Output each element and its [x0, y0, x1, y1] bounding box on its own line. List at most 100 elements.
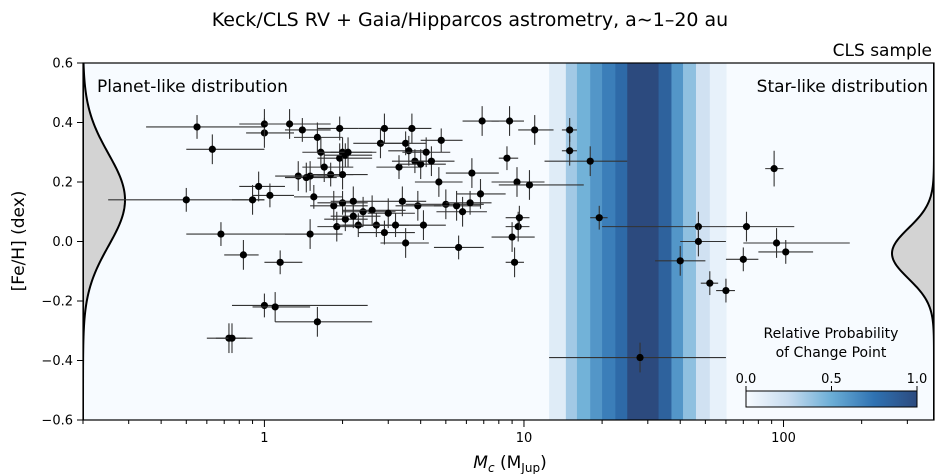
- data-point: [758, 240, 814, 264]
- y-tick-label: −0.4: [41, 354, 73, 369]
- point-marker: [437, 136, 445, 144]
- point-marker: [566, 147, 574, 155]
- point-marker: [398, 197, 406, 205]
- data-point: [743, 228, 850, 258]
- change-point-bands: [549, 63, 727, 420]
- point-marker: [455, 243, 463, 252]
- x-tick-label: 10: [516, 431, 533, 446]
- probability-band: [549, 63, 567, 420]
- point-marker: [595, 214, 603, 222]
- data-points: [108, 106, 850, 373]
- colorbar-title-line2: of Change Point: [776, 345, 887, 361]
- data-point: [491, 167, 545, 197]
- point-marker: [427, 157, 436, 165]
- point-marker: [333, 223, 341, 231]
- data-point: [725, 247, 759, 272]
- colorbar-ticks: 0.0 0.5 1.0: [736, 372, 927, 391]
- data-point: [498, 170, 584, 200]
- chart-subtitle: CLS sample: [833, 41, 932, 61]
- point-marker: [694, 237, 703, 246]
- point-marker: [514, 223, 522, 231]
- point-marker: [336, 154, 344, 162]
- data-point: [445, 190, 492, 215]
- point-marker: [217, 230, 225, 238]
- colorbar-title-line1: Relative Probability: [764, 326, 899, 342]
- data-point: [414, 167, 463, 197]
- point-marker: [266, 191, 274, 199]
- point-marker: [505, 117, 514, 125]
- data-point: [146, 115, 265, 139]
- data-point: [456, 179, 506, 209]
- point-marker: [208, 145, 216, 153]
- data-point: [186, 134, 265, 165]
- data-point: [505, 247, 524, 278]
- point-marker: [772, 239, 781, 247]
- point-marker: [239, 251, 248, 259]
- y-tick-label: 0.2: [52, 176, 73, 191]
- point-marker: [566, 126, 574, 134]
- data-point: [264, 109, 331, 139]
- point-marker: [298, 126, 306, 134]
- point-marker: [313, 318, 321, 326]
- chart-title: Keck/CLS RV + Gaia/Hipparcos astrometry,…: [212, 9, 728, 31]
- point-marker: [276, 258, 284, 266]
- point-marker: [419, 221, 428, 229]
- data-point: [342, 195, 406, 226]
- data-point: [239, 171, 285, 202]
- point-marker: [782, 248, 790, 256]
- point-marker: [676, 257, 684, 265]
- data-point: [317, 159, 368, 190]
- data-point: [420, 128, 463, 153]
- data-point: [293, 122, 343, 153]
- y-tick-label: 0.0: [52, 235, 73, 250]
- data-point: [398, 149, 446, 180]
- probability-band: [658, 63, 673, 420]
- data-point: [388, 113, 432, 144]
- data-point: [408, 146, 455, 177]
- x-tick-label: 100: [771, 431, 796, 446]
- point-marker: [391, 221, 400, 229]
- point-marker: [285, 120, 294, 128]
- point-marker: [435, 178, 443, 186]
- point-marker: [706, 279, 714, 287]
- data-point: [765, 150, 784, 187]
- point-marker: [513, 178, 521, 186]
- point-marker: [586, 157, 594, 165]
- data-point: [590, 205, 608, 230]
- data-point: [655, 245, 706, 276]
- colorbar-tick-label: 0.0: [736, 372, 757, 387]
- data-point: [462, 106, 499, 136]
- point-marker: [417, 160, 425, 168]
- point-marker: [402, 239, 410, 247]
- data-point: [561, 118, 577, 142]
- data-point: [518, 115, 554, 145]
- data-point: [716, 278, 735, 303]
- point-marker: [405, 147, 413, 155]
- point-marker: [402, 139, 410, 147]
- point-marker: [359, 208, 367, 216]
- probability-band: [576, 63, 591, 420]
- point-marker: [310, 193, 318, 201]
- point-marker: [380, 228, 389, 237]
- data-point: [284, 219, 343, 249]
- point-marker: [338, 199, 347, 207]
- data-point: [367, 198, 415, 229]
- data-point: [544, 146, 628, 177]
- point-marker: [722, 286, 730, 295]
- point-marker: [344, 148, 352, 156]
- point-marker: [336, 124, 344, 133]
- y-tick-label: 0.6: [52, 57, 73, 72]
- point-marker: [193, 123, 201, 131]
- probability-band: [565, 63, 578, 420]
- colorbar-tick-label: 0.5: [821, 372, 842, 387]
- point-marker: [349, 212, 357, 220]
- data-point: [317, 116, 359, 141]
- point-marker: [414, 202, 422, 210]
- data-point: [436, 196, 487, 227]
- data-point: [680, 226, 726, 257]
- data-point: [380, 186, 427, 217]
- point-marker: [468, 169, 476, 177]
- data-point: [398, 210, 446, 241]
- data-point: [275, 306, 373, 337]
- data-point: [224, 240, 259, 270]
